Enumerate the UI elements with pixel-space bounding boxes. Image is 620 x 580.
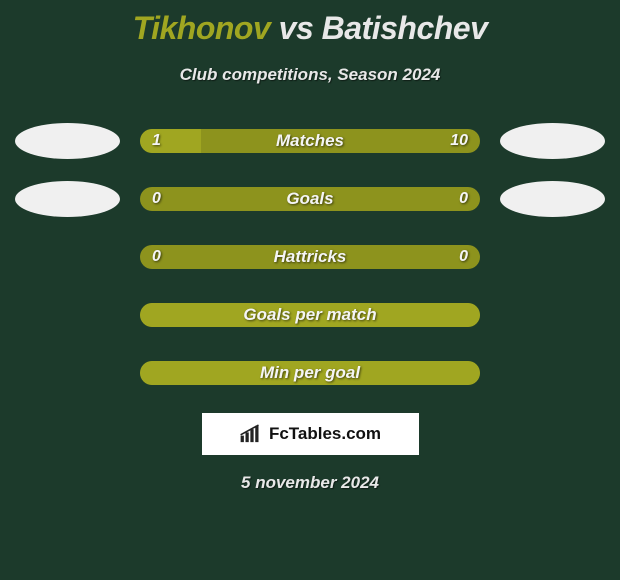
comparison-title: Tikhonov vs Batishchev <box>0 0 620 47</box>
stat-bar: 00Hattricks <box>140 245 480 269</box>
stat-bar: 00Goals <box>140 187 480 211</box>
photo-spacer <box>15 297 120 333</box>
logo-box: FcTables.com <box>202 413 419 455</box>
bars-icon <box>239 423 265 445</box>
player2-name: Batishchev <box>322 10 488 46</box>
stat-row: 00Goals <box>10 181 610 217</box>
stat-row: 110Matches <box>10 123 610 159</box>
player1-name: Tikhonov <box>133 10 271 46</box>
player1-photo <box>15 123 120 159</box>
stat-label: Goals per match <box>140 303 480 327</box>
player2-photo <box>500 181 605 217</box>
player1-photo <box>15 181 120 217</box>
stat-bar: 110Matches <box>140 129 480 153</box>
stat-row: 00Hattricks <box>10 239 610 275</box>
stat-bar: Min per goal <box>140 361 480 385</box>
photo-spacer <box>500 239 605 275</box>
subtitle: Club competitions, Season 2024 <box>0 65 620 85</box>
date-text: 5 november 2024 <box>0 473 620 493</box>
stat-row: Min per goal <box>10 355 610 391</box>
stats-container: 110Matches 00Goals 00Hattricks Goals per ma… <box>0 123 620 391</box>
stat-label: Matches <box>140 129 480 153</box>
player2-photo <box>500 123 605 159</box>
photo-spacer <box>15 355 120 391</box>
logo-text: FcTables.com <box>269 424 381 444</box>
photo-spacer <box>15 239 120 275</box>
stat-bar: Goals per match <box>140 303 480 327</box>
stat-row: Goals per match <box>10 297 610 333</box>
photo-spacer <box>500 355 605 391</box>
photo-spacer <box>500 297 605 333</box>
vs-text: vs <box>279 10 314 46</box>
stat-label: Goals <box>140 187 480 211</box>
stat-label: Hattricks <box>140 245 480 269</box>
stat-label: Min per goal <box>140 361 480 385</box>
